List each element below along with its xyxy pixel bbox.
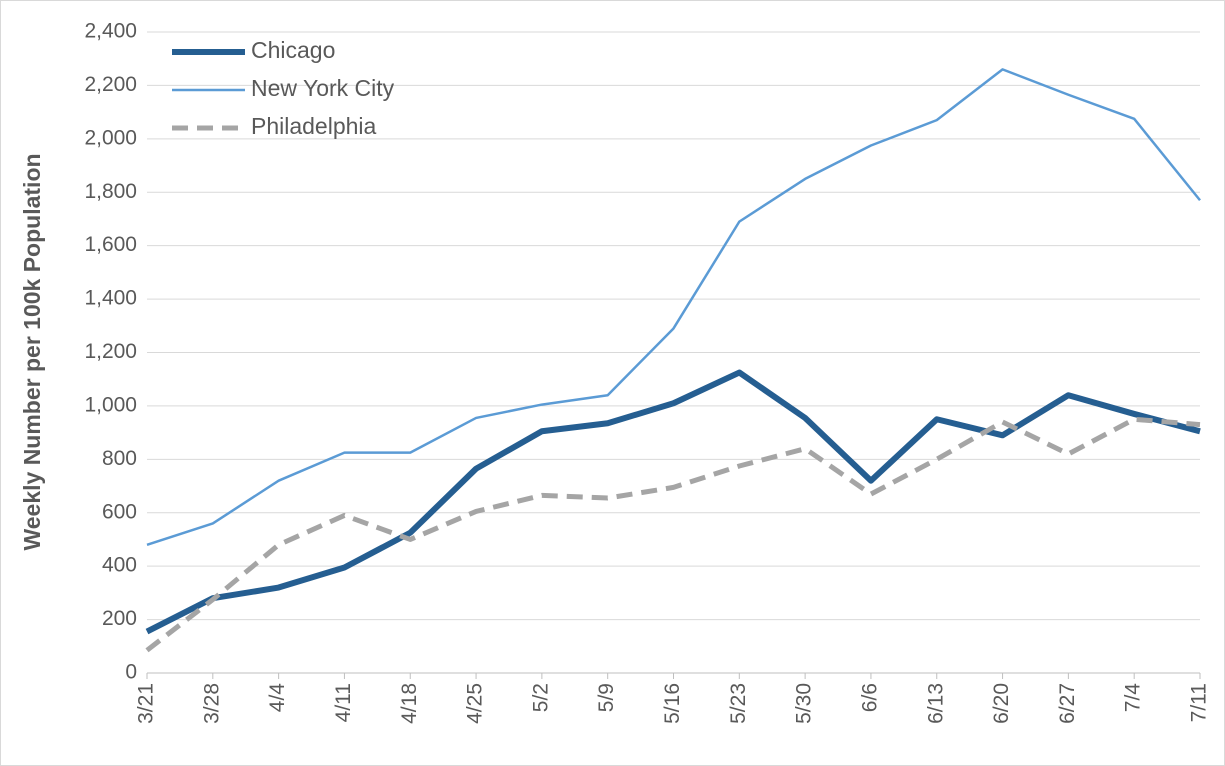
y-tick-label: 600 xyxy=(102,500,137,523)
y-tick-label: 0 xyxy=(125,661,137,684)
x-tick-label: 4/11 xyxy=(332,683,355,722)
x-tick-label: 6/20 xyxy=(990,683,1013,724)
x-tick-label: 6/6 xyxy=(858,683,881,712)
x-tick-label: 6/13 xyxy=(924,683,947,724)
y-tick-label: 2,200 xyxy=(84,73,137,96)
x-tick-label: 6/27 xyxy=(1056,683,1079,724)
y-tick-label: 800 xyxy=(102,447,137,470)
series-line xyxy=(145,369,1201,635)
y-tick-label: 1,600 xyxy=(84,233,137,256)
x-tick-label: 5/9 xyxy=(595,683,618,712)
legend-label: Philadelphia xyxy=(251,113,377,139)
y-axis-label: Weekly Number per 100k Population xyxy=(19,153,45,550)
x-tick-label: 5/16 xyxy=(661,683,684,724)
y-tick-label: 1,800 xyxy=(84,180,137,203)
x-tick-label: 4/18 xyxy=(398,683,421,724)
y-tick-label: 400 xyxy=(102,554,137,577)
legend-label: Chicago xyxy=(251,37,335,63)
y-tick-label: 2,000 xyxy=(84,126,137,149)
y-tick-label: 1,200 xyxy=(84,340,137,363)
x-tick-label: 7/11 xyxy=(1188,683,1211,722)
x-tick-label: 3/21 xyxy=(135,683,158,724)
y-tick-label: 1,400 xyxy=(84,287,137,310)
y-tick-label: 2,400 xyxy=(84,20,137,43)
x-tick-label: 5/2 xyxy=(529,683,552,712)
x-tick-label: 5/30 xyxy=(793,683,816,724)
series-line xyxy=(146,68,1201,546)
x-tick-label: 7/4 xyxy=(1122,683,1145,713)
y-tick-label: 200 xyxy=(102,607,137,630)
x-tick-label: 4/25 xyxy=(464,683,487,724)
series-line xyxy=(145,416,1201,653)
x-tick-label: 5/23 xyxy=(727,683,750,724)
y-tick-label: 1,000 xyxy=(84,393,137,416)
legend-label: New York City xyxy=(251,75,395,101)
x-tick-label: 4/4 xyxy=(266,683,289,713)
x-tick-label: 3/28 xyxy=(200,683,223,724)
